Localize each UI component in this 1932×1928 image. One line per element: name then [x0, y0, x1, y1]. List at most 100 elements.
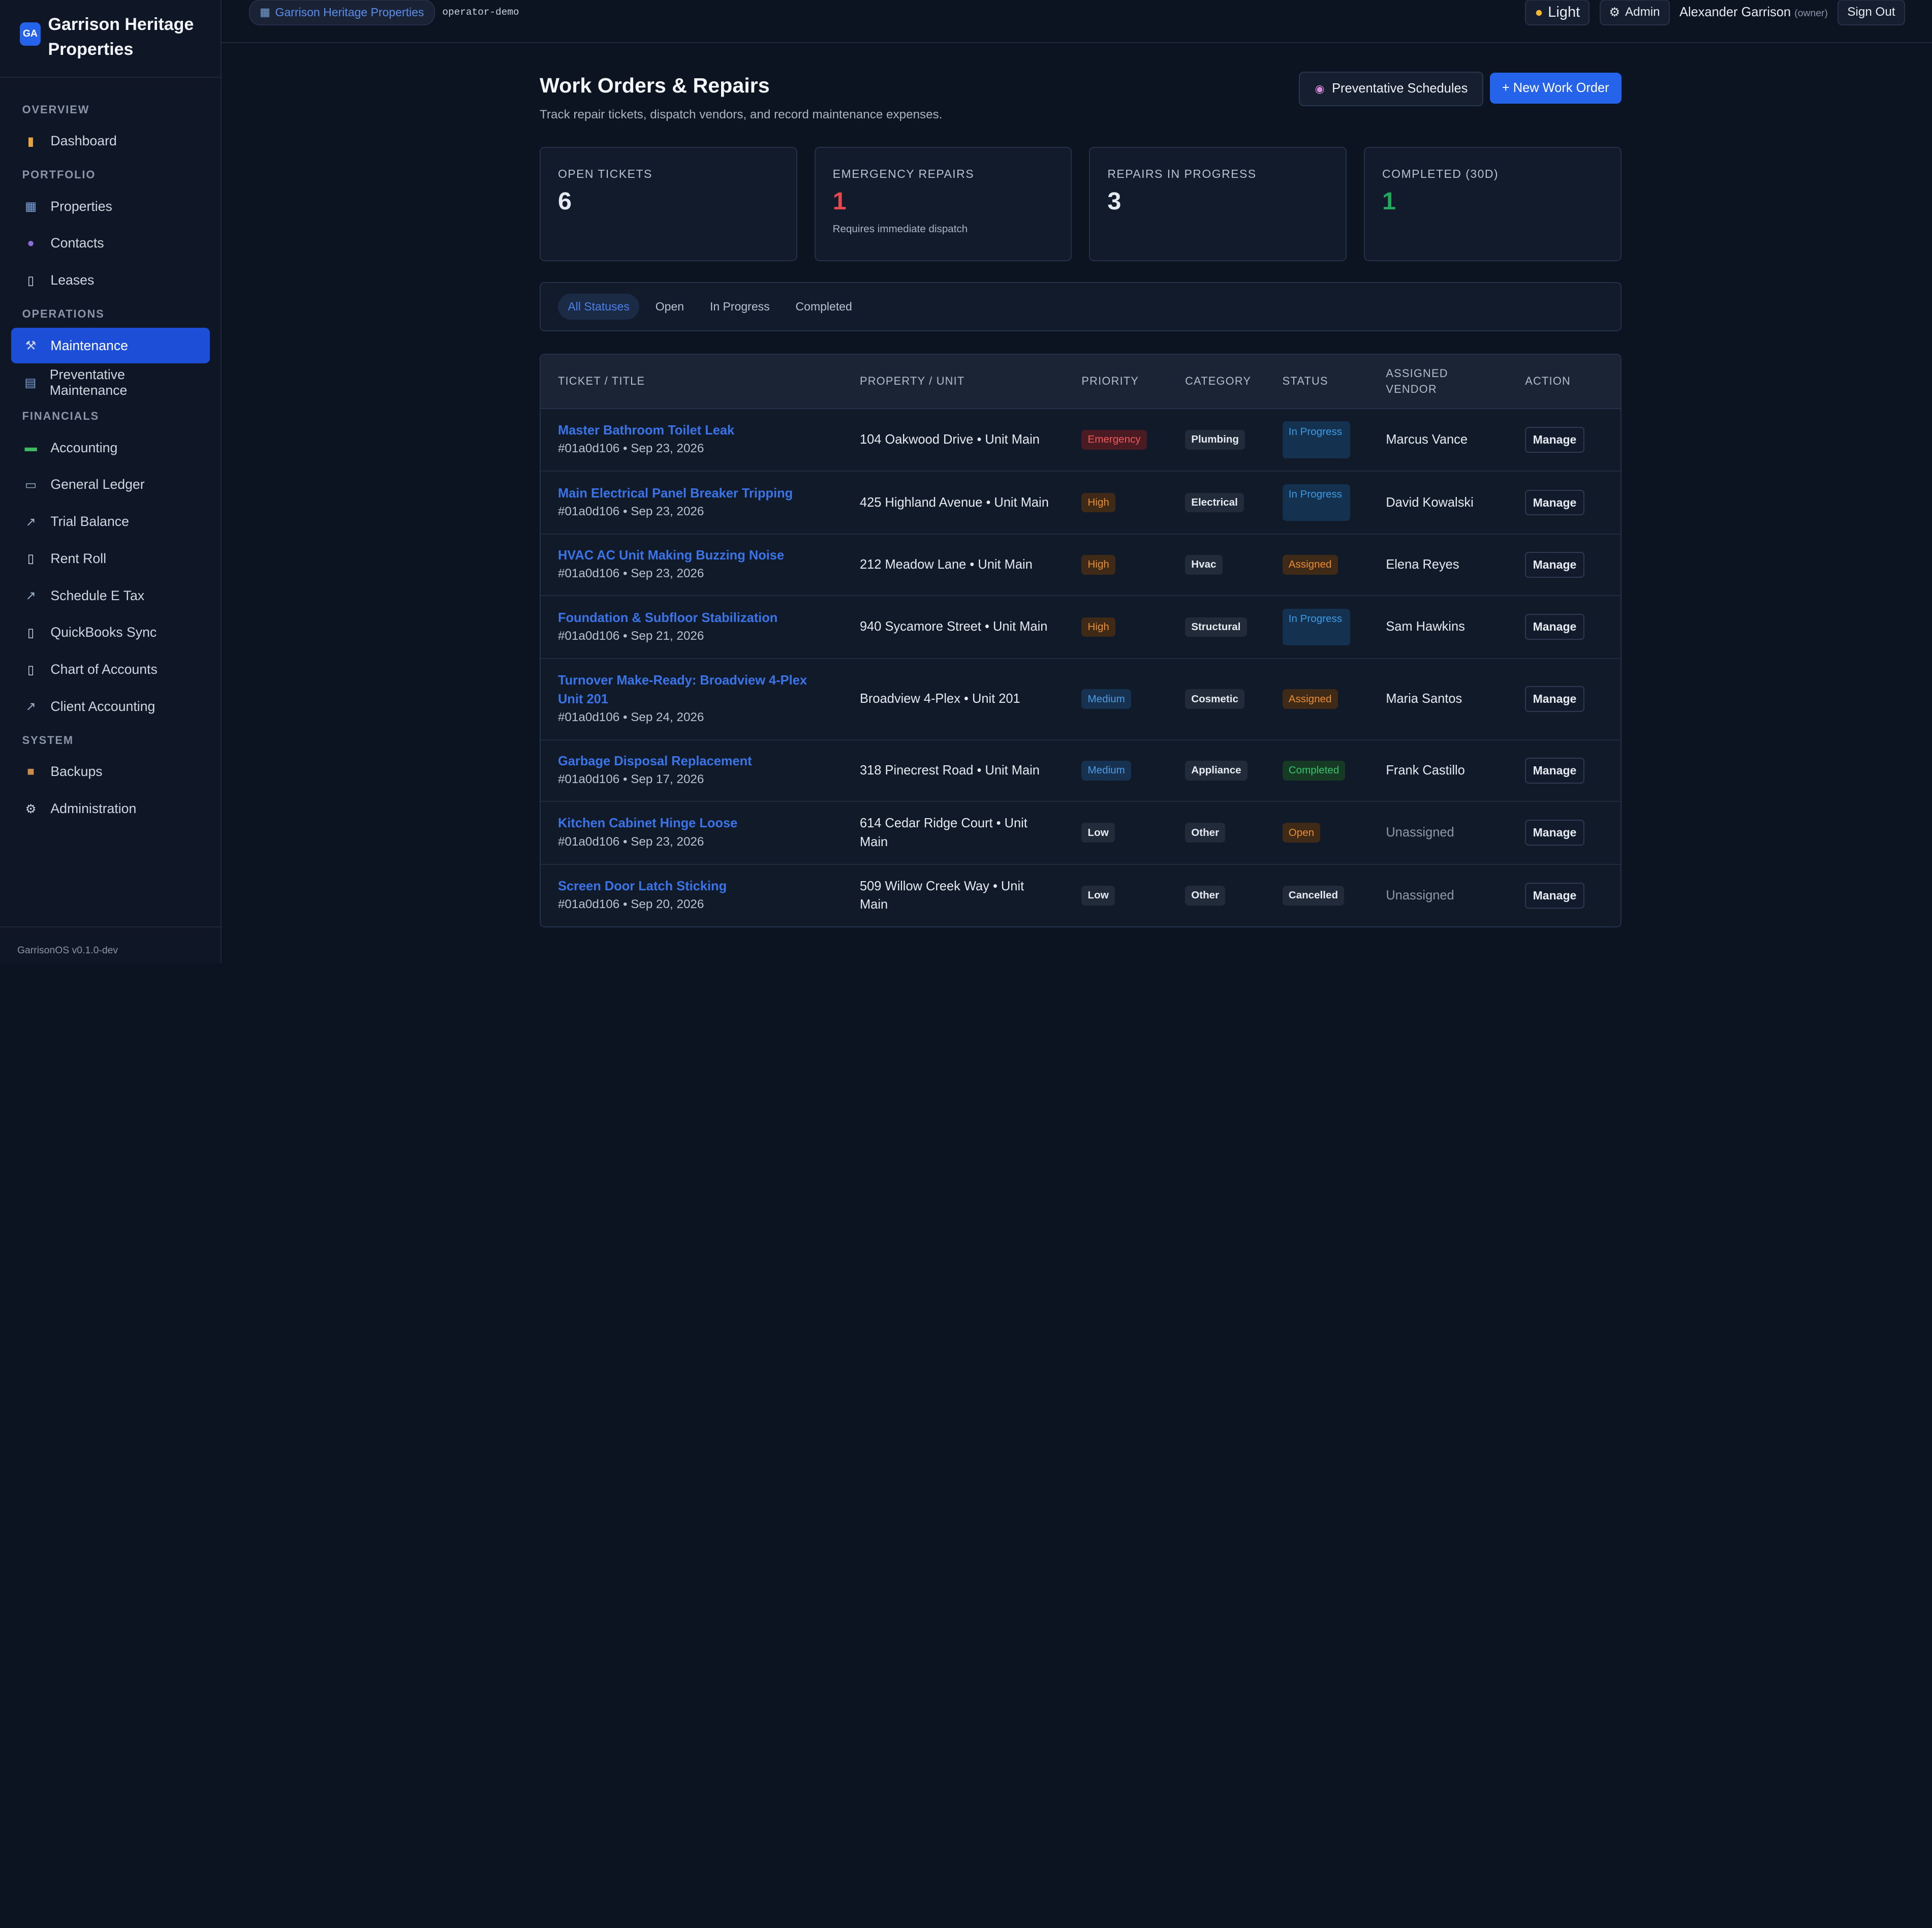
page-header: Work Orders & Repairs Track repair ticke… — [540, 69, 1622, 148]
new-work-order-button[interactable]: + New Work Order — [1489, 73, 1622, 104]
document-icon: ▯ — [27, 663, 35, 677]
ticket-title-link[interactable]: Screen Door Latch Sticking — [557, 879, 727, 893]
priority-badge: Low — [1081, 885, 1115, 906]
table-row: Screen Door Latch Sticking #01a0d106 • Se… — [541, 864, 1621, 926]
col-ticket-title[interactable]: TICKET / TITLE — [557, 375, 645, 388]
property-unit: 940 Sycamore Street • Unit Main — [859, 619, 1048, 634]
ticket-meta: #01a0d106 • Sep 23, 2026 — [557, 505, 704, 519]
col-property-unit[interactable]: PROPERTY / UNIT — [859, 375, 965, 388]
sidebar-item-leases[interactable]: ▯ Leases — [11, 262, 210, 298]
book-icon: ▭ — [25, 478, 37, 492]
ticket-title-link[interactable]: Kitchen Cabinet Hinge Loose — [557, 816, 738, 831]
assigned-vendor: Marcus Vance — [1386, 432, 1468, 447]
nav-section-overview: OVERVIEW — [22, 103, 90, 116]
ticket-title-link[interactable]: Garbage Disposal Replacement — [557, 754, 752, 768]
gear-icon: ⚙ — [1609, 6, 1621, 20]
sidebar-item-label: Rent Roll — [50, 550, 107, 566]
ticket-meta: #01a0d106 • Sep 23, 2026 — [557, 567, 704, 581]
sidebar-item-label: Administration — [50, 801, 137, 817]
manage-button[interactable]: Manage — [1525, 552, 1584, 578]
ticket-meta: #01a0d106 • Sep 24, 2026 — [557, 710, 704, 724]
sidebar-item-properties[interactable]: ▦ Properties — [11, 189, 210, 224]
col-priority[interactable]: PRIORITY — [1081, 375, 1139, 388]
brand-name: Garrison Heritage Properties — [48, 15, 194, 59]
filter-all-statuses[interactable]: All Statuses — [557, 294, 640, 320]
receipt-icon: ▯ — [27, 552, 35, 566]
property-unit: 318 Pinecrest Road • Unit Main — [859, 763, 1040, 778]
stats-row: OPEN TICKETS 6 EMERGENCY REPAIRS 1 Requi… — [540, 146, 1622, 262]
status-badge: In Progress — [1282, 421, 1350, 458]
org-switcher[interactable]: ▦ Garrison Heritage Properties — [248, 0, 435, 25]
sidebar-item-accounting[interactable]: ▬ Accounting — [11, 430, 210, 465]
sidebar-item-administration[interactable]: ⚙ Administration — [11, 791, 210, 826]
property-unit: 509 Willow Creek Way • Unit Main — [859, 879, 1024, 912]
category-badge: Cosmetic — [1185, 689, 1245, 709]
priority-badge: High — [1081, 555, 1115, 575]
sidebar-item-schedule-e-tax[interactable]: ↗ Schedule E Tax — [11, 578, 210, 613]
manage-button[interactable]: Manage — [1525, 614, 1584, 640]
theme-toggle-button[interactable]: ● Light — [1525, 0, 1590, 25]
admin-label: Admin — [1625, 5, 1660, 19]
col-status[interactable]: STATUS — [1282, 375, 1328, 388]
sidebar-item-contacts[interactable]: ● Contacts — [11, 226, 210, 261]
sidebar-item-quickbooks-sync[interactable]: ▯ QuickBooks Sync — [11, 615, 210, 650]
sidebar-item-trial-balance[interactable]: ↗ Trial Balance — [11, 504, 210, 540]
main: ▦ Garrison Heritage Properties operator-… — [222, 0, 1932, 963]
table-row: Garbage Disposal Replacement #01a0d106 • … — [541, 740, 1621, 802]
sidebar-item-rent-roll[interactable]: ▯ Rent Roll — [11, 541, 210, 576]
filter-open[interactable]: Open — [655, 300, 684, 314]
assigned-vendor: David Kowalski — [1386, 495, 1474, 510]
page-title: Work Orders & Repairs — [540, 74, 770, 98]
col-category[interactable]: CATEGORY — [1185, 375, 1252, 388]
filter-in-progress[interactable]: In Progress — [709, 300, 770, 314]
stat-emergency-repairs: EMERGENCY REPAIRS 1 Requires immediate d… — [814, 146, 1072, 262]
assigned-vendor: Unassigned — [1386, 825, 1454, 840]
priority-badge: Low — [1081, 823, 1115, 843]
ticket-title-link[interactable]: HVAC AC Unit Making Buzzing Noise — [557, 548, 785, 563]
sidebar-item-label: Leases — [50, 272, 95, 288]
sidebar-item-dashboard[interactable]: ▮ Dashboard — [11, 123, 210, 159]
manage-button[interactable]: Manage — [1525, 426, 1584, 453]
table-row: HVAC AC Unit Making Buzzing Noise #01a0d1… — [541, 534, 1621, 597]
manage-button[interactable]: Manage — [1525, 757, 1584, 784]
chart-up-icon: ↗ — [25, 700, 36, 714]
document-icon: ▯ — [27, 626, 35, 640]
category-badge: Electrical — [1185, 492, 1244, 513]
filter-completed[interactable]: Completed — [795, 300, 852, 314]
sidebar-item-label: Preventative Maintenance — [49, 366, 128, 398]
ticket-title-link[interactable]: Foundation & Subfloor Stabilization — [557, 610, 778, 625]
sidebar-item-label: Contacts — [50, 235, 104, 251]
sign-out-button[interactable]: Sign Out — [1837, 0, 1905, 25]
assigned-vendor: Maria Santos — [1386, 692, 1462, 706]
manage-button[interactable]: Manage — [1525, 820, 1584, 846]
manage-button[interactable]: Manage — [1525, 686, 1584, 712]
ticket-title-link[interactable]: Main Electrical Panel Breaker Tripping — [557, 486, 793, 501]
preventative-schedules-button[interactable]: ◉ Preventative Schedules — [1299, 71, 1484, 106]
table-header: TICKET / TITLE PROPERTY / UNIT PRIORITY … — [541, 354, 1621, 409]
nav-section-financials: FINANCIALS — [22, 410, 100, 423]
ticket-title-link[interactable]: Master Bathroom Toilet Leak — [557, 423, 735, 438]
category-badge: Appliance — [1185, 760, 1248, 781]
manage-button[interactable]: Manage — [1525, 882, 1584, 909]
nav-section-portfolio: PORTFOLIO — [22, 168, 96, 181]
users-icon: ● — [27, 236, 35, 250]
sidebar-item-maintenance[interactable]: ⚒ Maintenance — [11, 327, 210, 364]
sidebar-item-preventative-maintenance[interactable]: ▤ Preventative Maintenance — [11, 365, 210, 400]
manage-button[interactable]: Manage — [1525, 489, 1584, 516]
sidebar-item-backups[interactable]: ■ Backups — [11, 754, 210, 790]
ticket-title-link[interactable]: Turnover Make-Ready: Broadview 4-Plex Un… — [557, 673, 807, 706]
category-badge: Structural — [1185, 617, 1247, 637]
col-assigned-vendor[interactable]: ASSIGNED VENDOR — [1386, 366, 1448, 396]
status-badge: Assigned — [1282, 555, 1338, 575]
sidebar-item-general-ledger[interactable]: ▭ General Ledger — [11, 467, 210, 503]
status-badge: In Progress — [1282, 608, 1350, 646]
sidebar-nav: OVERVIEW ▮ Dashboard PORTFOLIO ▦ Propertie… — [0, 78, 221, 827]
admin-button[interactable]: ⚙ Admin — [1599, 0, 1670, 25]
ticket-meta: #01a0d106 • Sep 21, 2026 — [557, 629, 704, 643]
sidebar-item-client-accounting[interactable]: ↗ Client Accounting — [11, 689, 210, 724]
page-subtitle: Track repair tickets, dispatch vendors, … — [540, 107, 943, 121]
brand[interactable]: GA Garrison Heritage Properties — [0, 0, 221, 78]
sidebar-item-chart-of-accounts[interactable]: ▯ Chart of Accounts — [11, 652, 210, 688]
app-version: GarrisonOS v0.1.0-dev — [0, 926, 221, 963]
brand-logo: GA — [19, 22, 41, 46]
